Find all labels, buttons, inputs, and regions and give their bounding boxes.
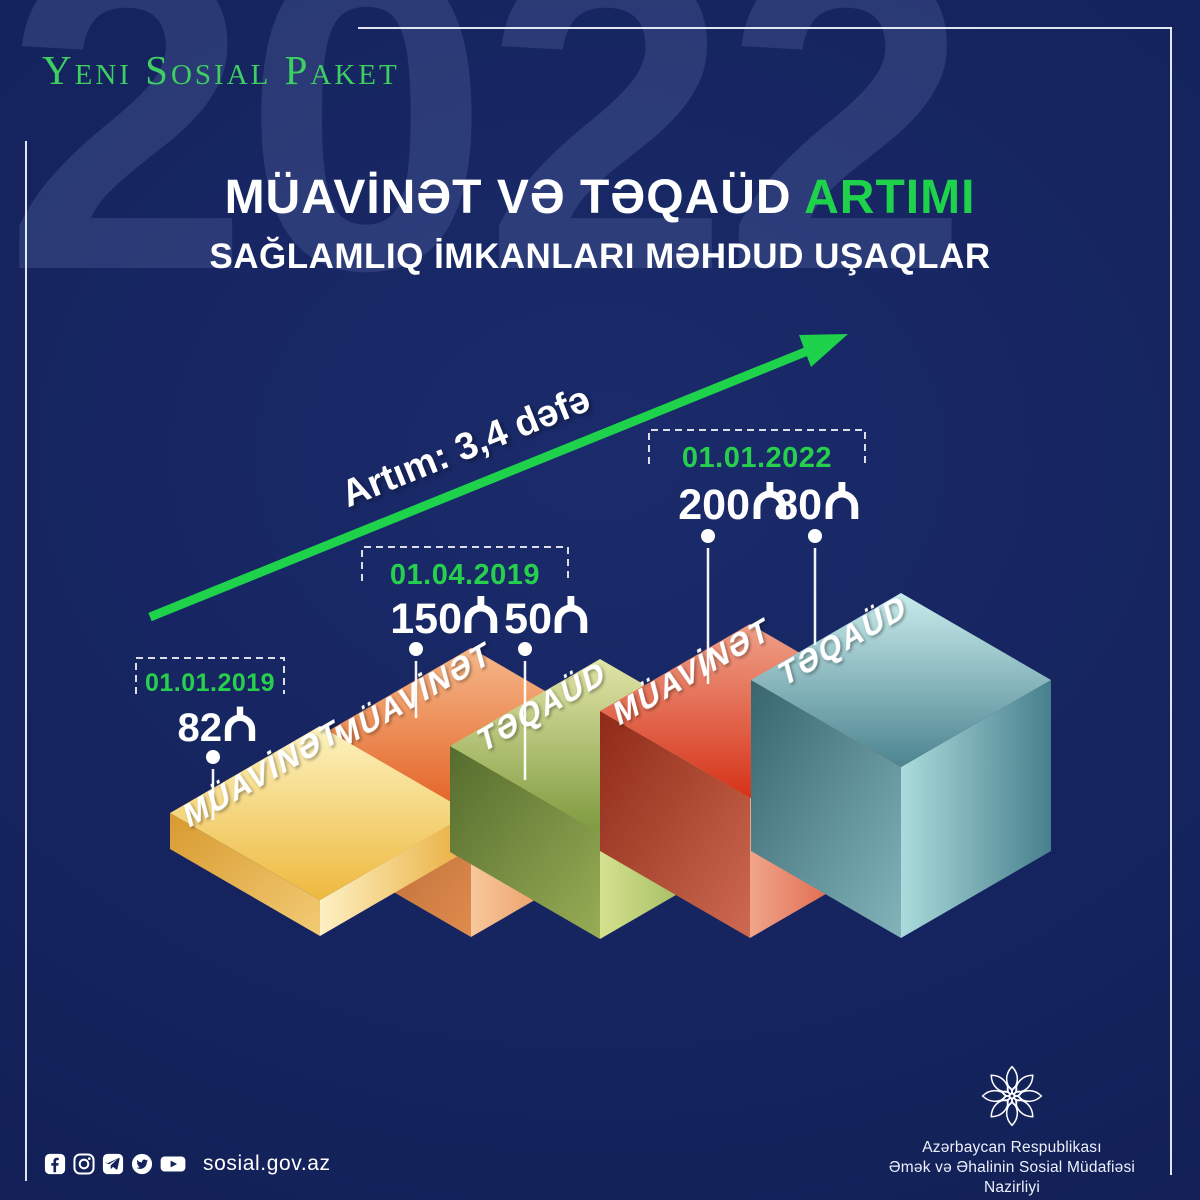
growth-arrow-line <box>148 345 812 622</box>
callout-dot <box>518 642 532 656</box>
website-link[interactable]: sosial.gov.az <box>203 1152 331 1175</box>
block-müavi̇nət-01.01.2019: MÜAVİNƏT <box>170 711 470 936</box>
value-callout-80: 80 <box>774 481 859 645</box>
ministry-line-2: Əmək və Əhalinin Sosial Müdafiəsi Nazirl… <box>888 1159 1136 1196</box>
title-accent: ARTIMI <box>804 171 976 224</box>
manat-sign-icon <box>554 604 588 633</box>
value-callout-200: 200 <box>678 481 787 684</box>
manat-sign-icon <box>224 714 256 741</box>
telegram-icon[interactable] <box>102 1153 124 1175</box>
callout-dot <box>701 529 715 543</box>
block-right-face <box>320 813 470 936</box>
manat-sign-icon <box>464 604 498 633</box>
block-top-face <box>751 593 1051 767</box>
value-amount: 50 <box>504 595 552 643</box>
date-bracket-border <box>361 546 569 581</box>
instagram-icon[interactable] <box>73 1153 95 1175</box>
block-left-face <box>751 680 901 938</box>
frame-line-right <box>1170 27 1172 1175</box>
date-label: 01.01.2019 <box>145 669 275 697</box>
value-callout-82: 82 <box>178 706 256 820</box>
block-top-face <box>170 726 470 900</box>
ministry-line-1: Azərbaycan Respublikası <box>922 1139 1102 1156</box>
value-amount: 200 <box>678 481 750 529</box>
value-callout-50: 50 <box>504 595 588 780</box>
watermark-year: 2022 <box>4 0 969 362</box>
value-amount: 150 <box>390 595 462 643</box>
frame-line-top <box>358 27 1172 29</box>
block-təqaüd-01.01.2022: TƏQAÜD <box>751 586 1051 938</box>
value-amount: 80 <box>774 481 822 529</box>
ministry-name: Azərbaycan Respublikası Əmək və Əhalinin… <box>860 1138 1164 1198</box>
twitter-icon[interactable] <box>131 1153 153 1175</box>
youtube-icon[interactable] <box>160 1153 186 1175</box>
growth-arrow-head <box>799 334 848 367</box>
brand-title: Yeni Sosial Paket <box>42 47 400 93</box>
block-left-face <box>600 711 750 938</box>
block-left-face <box>450 746 600 939</box>
block-left-face <box>170 813 320 936</box>
facebook-icon[interactable] <box>44 1153 66 1175</box>
social-links-row: sosial.gov.az <box>44 1152 331 1176</box>
frame-line-left <box>25 141 27 1181</box>
date-bracket-border <box>135 657 285 694</box>
value-amount: 82 <box>178 706 223 750</box>
date-bracket-01.01.2022: 01.01.2022 <box>648 429 866 474</box>
title-main: MÜAVİNƏT VƏ TƏQAÜD <box>224 171 792 224</box>
callout-dot <box>808 529 822 543</box>
date-bracket-01.01.2019: 01.01.2019 <box>135 657 285 697</box>
manat-sign-icon <box>825 490 859 519</box>
ministry-emblem-logo <box>980 1064 1044 1133</box>
date-bracket-border <box>648 429 866 464</box>
page-subtitle: SAĞLAMLIQ İMKANLARI MƏHDUD UŞAQLAR <box>209 237 991 276</box>
date-label: 01.04.2019 <box>390 559 540 591</box>
callout-dot <box>409 642 423 656</box>
page-title: MÜAVİNƏT VƏ TƏQAÜD ARTIMI <box>0 170 1200 225</box>
block-right-face <box>901 680 1051 938</box>
date-label: 01.01.2022 <box>682 442 832 474</box>
callout-dot <box>206 750 220 764</box>
date-bracket-01.04.2019: 01.04.2019 <box>361 546 569 591</box>
value-callout-150: 150 <box>390 595 498 718</box>
